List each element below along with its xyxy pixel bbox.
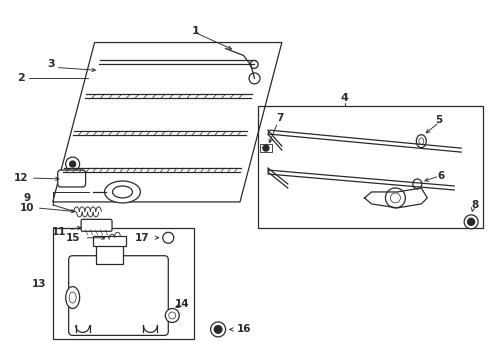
Text: 3: 3	[47, 59, 55, 69]
Text: 14: 14	[175, 298, 189, 309]
Text: 5: 5	[435, 115, 442, 125]
Bar	[95, 242, 123, 264]
Bar	[258, 106, 482, 228]
Ellipse shape	[112, 186, 132, 198]
Circle shape	[69, 161, 76, 167]
FancyBboxPatch shape	[81, 219, 112, 231]
Text: 8: 8	[470, 200, 478, 210]
Ellipse shape	[412, 179, 421, 189]
Bar	[92, 236, 126, 246]
Text: 15: 15	[65, 233, 80, 243]
FancyBboxPatch shape	[68, 256, 168, 336]
Circle shape	[65, 157, 80, 171]
Text: 11: 11	[51, 227, 66, 237]
Circle shape	[385, 188, 405, 208]
Text: 6: 6	[437, 171, 444, 181]
Text: 4: 4	[340, 93, 348, 103]
Text: 17: 17	[135, 233, 149, 243]
Circle shape	[214, 326, 222, 333]
Ellipse shape	[415, 135, 426, 148]
Text: 7: 7	[276, 113, 283, 123]
Circle shape	[168, 312, 175, 319]
Bar	[260, 144, 271, 152]
Ellipse shape	[104, 181, 140, 203]
Ellipse shape	[65, 287, 80, 309]
FancyBboxPatch shape	[58, 170, 85, 187]
Bar	[53, 228, 194, 339]
Circle shape	[463, 215, 477, 229]
Circle shape	[467, 219, 474, 225]
Circle shape	[248, 73, 260, 84]
Text: 16: 16	[236, 324, 251, 334]
Circle shape	[389, 193, 400, 203]
Ellipse shape	[418, 138, 423, 144]
Text: 12: 12	[14, 173, 28, 183]
Text: 13: 13	[32, 279, 46, 289]
Text: 9: 9	[23, 193, 30, 203]
Ellipse shape	[69, 292, 76, 303]
Text: 10: 10	[20, 203, 34, 213]
Circle shape	[165, 309, 179, 323]
Circle shape	[263, 145, 268, 151]
Text: 1: 1	[191, 26, 199, 36]
Text: 2: 2	[17, 73, 25, 84]
Circle shape	[163, 232, 173, 243]
Circle shape	[250, 60, 258, 68]
Circle shape	[210, 322, 225, 337]
